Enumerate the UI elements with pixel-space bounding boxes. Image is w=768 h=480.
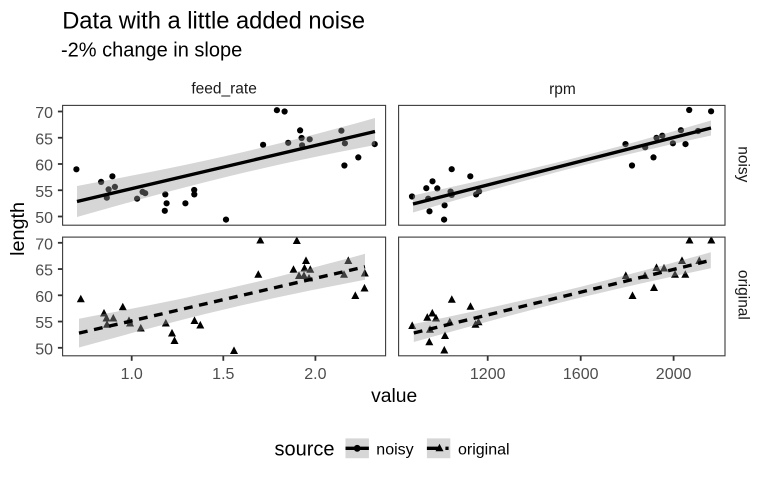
svg-text:length: length [7,202,29,256]
svg-text:1200: 1200 [470,366,506,383]
svg-text:50: 50 [35,210,53,227]
svg-text:55: 55 [35,315,53,332]
svg-text:1.0: 1.0 [121,366,143,383]
svg-text:2.0: 2.0 [304,366,326,383]
svg-text:source: source [275,439,335,461]
svg-text:1600: 1600 [563,366,599,383]
svg-text:noisy: noisy [735,146,752,182]
svg-text:70: 70 [35,105,53,122]
svg-text:2000: 2000 [656,366,692,383]
svg-text:feed_rate: feed_rate [191,81,257,98]
svg-text:60: 60 [35,158,53,175]
svg-text:60: 60 [35,289,53,306]
svg-text:-2% change in slope: -2% change in slope [61,40,242,62]
svg-text:original: original [458,442,510,459]
svg-text:value: value [371,386,417,407]
svg-text:55: 55 [35,184,53,201]
svg-text:Data with a little added noise: Data with a little added noise [62,8,365,34]
svg-text:65: 65 [35,263,53,280]
svg-text:70: 70 [35,236,53,253]
svg-text:1.5: 1.5 [212,366,234,383]
svg-text:65: 65 [35,131,53,148]
svg-text:original: original [735,270,752,320]
svg-text:rpm: rpm [549,81,576,98]
svg-text:50: 50 [35,341,53,358]
svg-text:noisy: noisy [376,442,413,459]
